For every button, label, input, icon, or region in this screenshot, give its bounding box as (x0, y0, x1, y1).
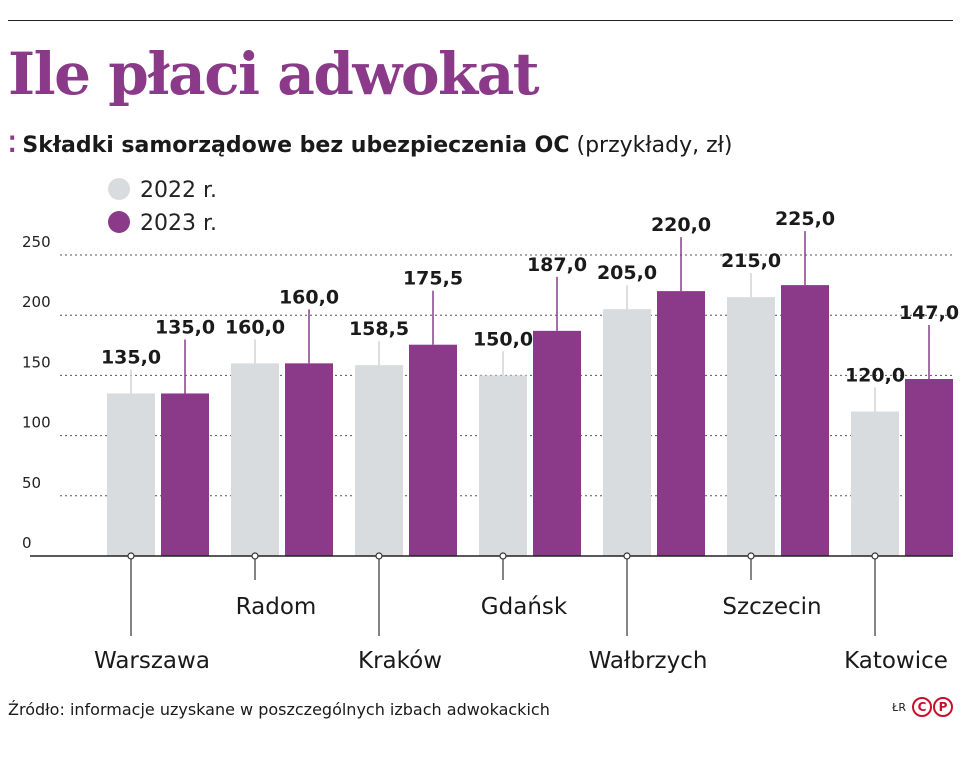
category-label: Katowice (844, 648, 948, 674)
bar-2022 (355, 365, 403, 556)
dots-icon: ⁚ (8, 133, 17, 158)
subtitle-main: Składki samorządowe bez ubezpieczenia OC (22, 133, 570, 158)
top-rule (8, 20, 953, 21)
bar-2023 (409, 344, 457, 556)
bar-2022 (603, 309, 651, 556)
bar-2023 (285, 363, 333, 556)
bar-2022 (479, 375, 527, 556)
source-note: Źródło: informacje uzyskane w poszczegól… (8, 700, 550, 719)
legend-label: 2022 r. (140, 178, 217, 203)
category-label: Gdańsk (481, 594, 568, 620)
bar-2023 (905, 379, 953, 556)
category-marker (747, 552, 755, 560)
bar-2023 (657, 291, 705, 556)
category-label: Wałbrzych (589, 648, 708, 674)
data-label: 225,0 (775, 208, 835, 230)
subtitle-units: (przykłady, zł) (576, 133, 733, 158)
category-marker (375, 552, 383, 560)
data-label: 147,0 (899, 302, 959, 324)
data-label: 150,0 (473, 328, 533, 350)
bar-2022 (231, 363, 279, 556)
legend-swatch (108, 178, 130, 200)
data-label: 175,5 (403, 268, 463, 290)
chart-title: Ile płaci adwokat (8, 40, 540, 108)
y-tick-label: 250 (22, 233, 51, 251)
category-marker (251, 552, 259, 560)
bar-2022 (851, 411, 899, 556)
data-label: 160,0 (279, 286, 339, 308)
category-label: Warszawa (94, 648, 210, 674)
data-label: 158,5 (349, 318, 409, 340)
category-marker (623, 552, 631, 560)
author-initials: ŁR (892, 700, 906, 714)
data-label: 215,0 (721, 250, 781, 272)
cp-logo-icon: C P (912, 697, 953, 717)
y-tick-label: 50 (22, 474, 41, 492)
bar-2023 (781, 285, 829, 556)
chart-subtitle: ⁚ Składki samorządowe bez ubezpieczenia O… (8, 133, 732, 158)
legend-swatch (108, 211, 130, 233)
data-label: 205,0 (597, 262, 657, 284)
category-label: Szczecin (722, 594, 821, 620)
data-label: 120,0 (845, 365, 905, 387)
category-marker (127, 552, 135, 560)
bar-2023 (533, 330, 581, 556)
bar-2022 (107, 393, 155, 556)
data-label: 160,0 (225, 316, 285, 338)
data-label: 187,0 (527, 254, 587, 276)
data-label: 135,0 (155, 316, 215, 338)
credit: ŁR C P (892, 697, 953, 717)
data-label: 135,0 (101, 346, 161, 368)
bar-2023 (161, 393, 209, 556)
y-tick-label: 200 (22, 293, 51, 311)
data-label: 220,0 (651, 214, 711, 236)
y-tick-label: 150 (22, 353, 51, 371)
category-marker (871, 552, 879, 560)
category-label: Kraków (358, 648, 442, 674)
bar-2022 (727, 297, 775, 556)
legend-label: 2023 r. (140, 211, 217, 236)
y-tick-label: 100 (22, 414, 51, 432)
y-tick-label: 0 (22, 534, 32, 552)
category-marker (499, 552, 507, 560)
category-label: Radom (236, 594, 317, 620)
